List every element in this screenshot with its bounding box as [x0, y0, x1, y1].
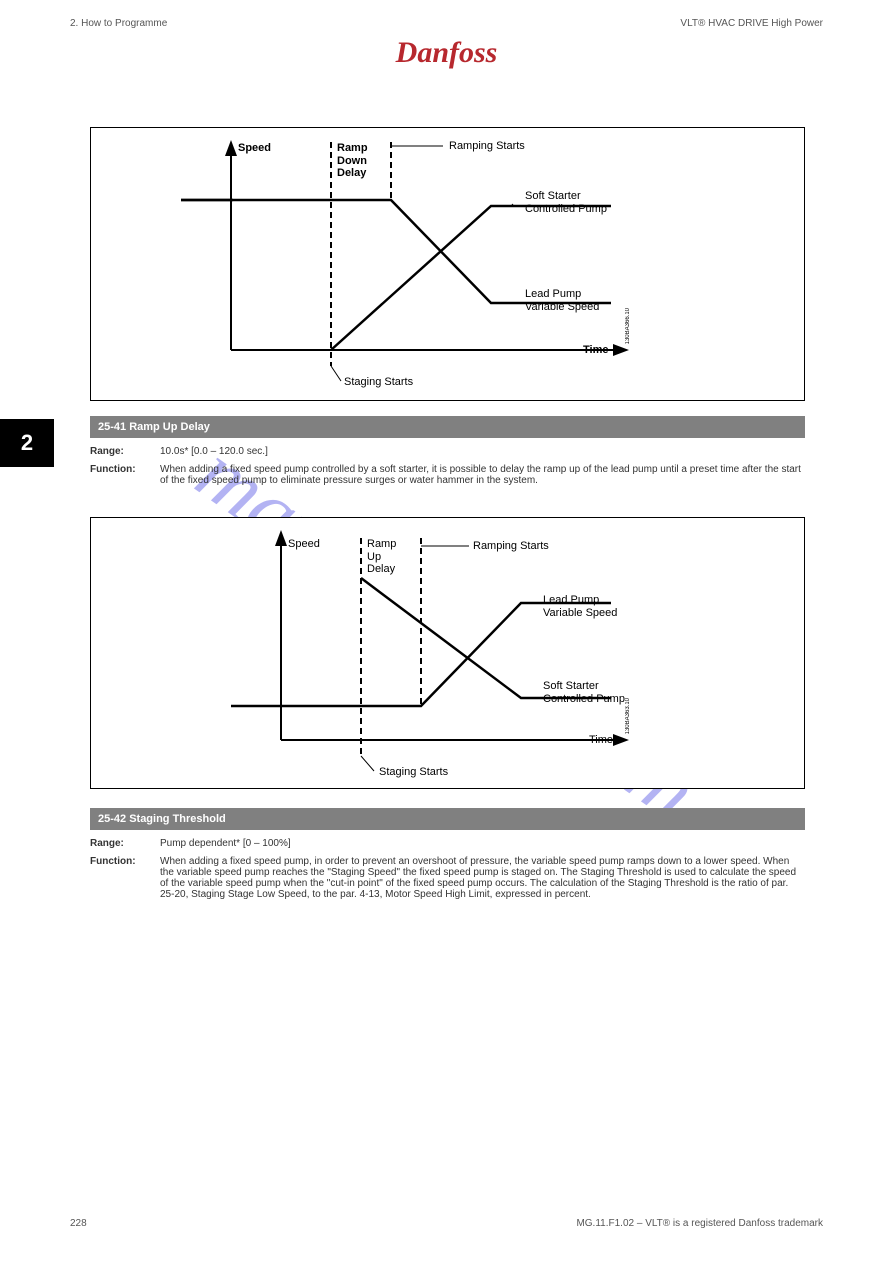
header-left: 2. How to Programme [70, 18, 167, 29]
func-row-1: Function: When adding a fixed speed pump… [90, 464, 805, 486]
func-text-2: When adding a fixed speed pump, in order… [160, 856, 805, 900]
danfoss-logo: Danfoss [396, 36, 498, 70]
param-header-1: 25-41 Ramp Up Delay [90, 416, 805, 438]
softstarter-label-2: Soft Starter Controlled Pump [543, 680, 625, 705]
func-text-1: When adding a fixed speed pump controlle… [160, 464, 805, 486]
page-footer: 228 MG.11.F1.02 – VLT® is a registered D… [0, 1218, 893, 1229]
range-label-1: Range: [90, 446, 160, 457]
figure-ramp-up: Speed Ramp Up Delay Ramping Starts Lead … [90, 517, 805, 789]
ramping-label-1: Ramping Starts [449, 140, 525, 153]
delay-label-1: Ramp Down Delay [337, 142, 368, 180]
staging-label-1: Staging Starts [344, 376, 413, 389]
delay-label-2: Ramp Up Delay [367, 538, 396, 576]
xlabel-1: Time [583, 344, 608, 357]
func-label-1: Function: [90, 464, 160, 486]
range-value-1: 10.0s* [0.0 – 120.0 sec.] [160, 446, 268, 457]
page-header: 2. How to Programme VLT® HVAC DRIVE High… [0, 18, 893, 29]
func-row-2: Function: When adding a fixed speed pump… [90, 856, 805, 900]
figure-ramp-down: Speed Ramp Down Delay Ramping Starts Sof… [90, 127, 805, 401]
diagram-svg-1 [91, 128, 806, 402]
func-label-2: Function: [90, 856, 160, 900]
figcode-1: 130BA366.10 [625, 308, 631, 344]
page-number: 228 [70, 1218, 87, 1229]
range-value-2: Pump dependent* [0 – 100%] [160, 838, 291, 849]
range-row-1: Range: 10.0s* [0.0 – 120.0 sec.] [90, 446, 805, 457]
range-row-2: Range: Pump dependent* [0 – 100%] [90, 838, 805, 849]
ramping-label-2: Ramping Starts [473, 540, 549, 553]
chapter-tab: 2 [0, 419, 54, 467]
figcode-2: 130BA363.10 [625, 698, 631, 734]
ylabel-1: Speed [238, 142, 271, 155]
softstarter-label-1: Soft Starter Controlled Pump [525, 190, 607, 215]
diagram-svg-2 [91, 518, 806, 790]
range-label-2: Range: [90, 838, 160, 849]
ylabel-2: Speed [288, 538, 320, 551]
xlabel-2: Time [589, 734, 613, 747]
leadpump-label-1: Lead Pump Variable Speed [525, 288, 599, 313]
leadpump-label-2: Lead Pump Variable Speed [543, 594, 617, 619]
header-right: VLT® HVAC DRIVE High Power [680, 18, 823, 29]
footer-code: MG.11.F1.02 – VLT® is a registered Danfo… [576, 1218, 823, 1229]
param-header-2: 25-42 Staging Threshold [90, 808, 805, 830]
staging-label-2: Staging Starts [379, 766, 448, 779]
